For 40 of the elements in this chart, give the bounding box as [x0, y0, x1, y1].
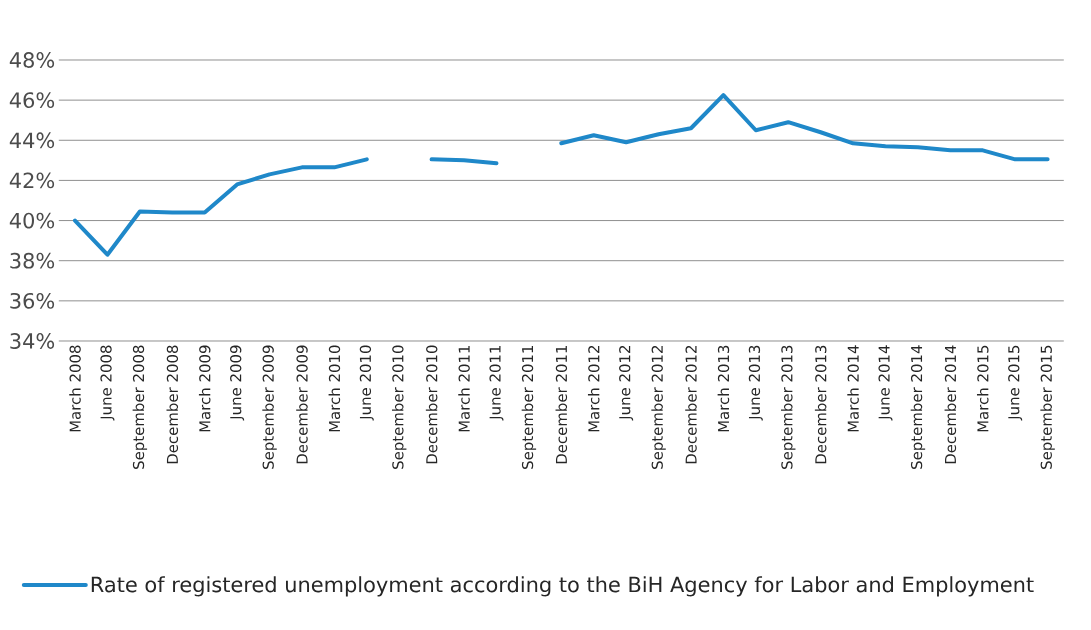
x-tick-label: September 2008 [132, 345, 148, 469]
x-tick-label: December 2011 [555, 345, 568, 464]
x-tick-label: September 2011 [521, 345, 537, 469]
y-tick-label: 36% [10, 292, 55, 309]
x-tick-label: June 2009 [230, 345, 245, 421]
x-tick-label: March 2015 [976, 345, 989, 432]
x-tick-label: March 2010 [328, 345, 341, 432]
y-tick-label: 34% [10, 333, 55, 349]
x-tick-label: December 2010 [425, 345, 438, 464]
x-tick-label: September 2013 [781, 345, 796, 469]
legend-label: Rate of registered unemployment according to the BiH Agency for Labor and Employment [91, 576, 1034, 597]
x-tick-label: September 2014 [910, 345, 926, 469]
x-tick-label: March 2011 [458, 345, 470, 432]
y-tick-label: 48% [9, 52, 55, 68]
x-tick-label: December 2013 [814, 345, 827, 464]
x-tick-label: March 2014 [847, 345, 859, 432]
x-tick-label: March 2009 [198, 345, 211, 432]
x-tick-label: December 2012 [685, 346, 697, 464]
y-tick-label: 38% [10, 252, 55, 269]
x-tick-label: March 2008 [69, 345, 81, 432]
x-tick-label: December 2009 [296, 345, 308, 464]
x-tick-label: March 2012 [587, 346, 600, 432]
x-tick-label: December 2008 [166, 345, 179, 464]
y-tick-label: 40% [9, 212, 55, 229]
x-tick-label: June 2010 [359, 345, 374, 421]
x-tick-label: March 2013 [717, 345, 730, 432]
y-tick-label: 46% [9, 92, 55, 109]
x-tick-label: June 2014 [878, 345, 893, 421]
x-tick-label: June 2008 [100, 345, 115, 421]
x-tick-label: September 2010 [391, 345, 407, 469]
x-tick-label: September 2009 [262, 345, 277, 469]
y-tick-label: 42% [9, 172, 55, 189]
x-tick-label: September 2015 [1040, 345, 1055, 469]
x-tick-label: June 2011 [489, 345, 504, 421]
x-tick-label: June 2015 [1008, 345, 1023, 421]
x-tick-label: September 2012 [651, 346, 666, 469]
x-tick-label: December 2014 [944, 345, 957, 464]
x-tick-label: June 2013 [748, 345, 763, 421]
y-tick-label: 44% [9, 132, 55, 149]
x-tick-label: June 2012 [619, 346, 634, 421]
